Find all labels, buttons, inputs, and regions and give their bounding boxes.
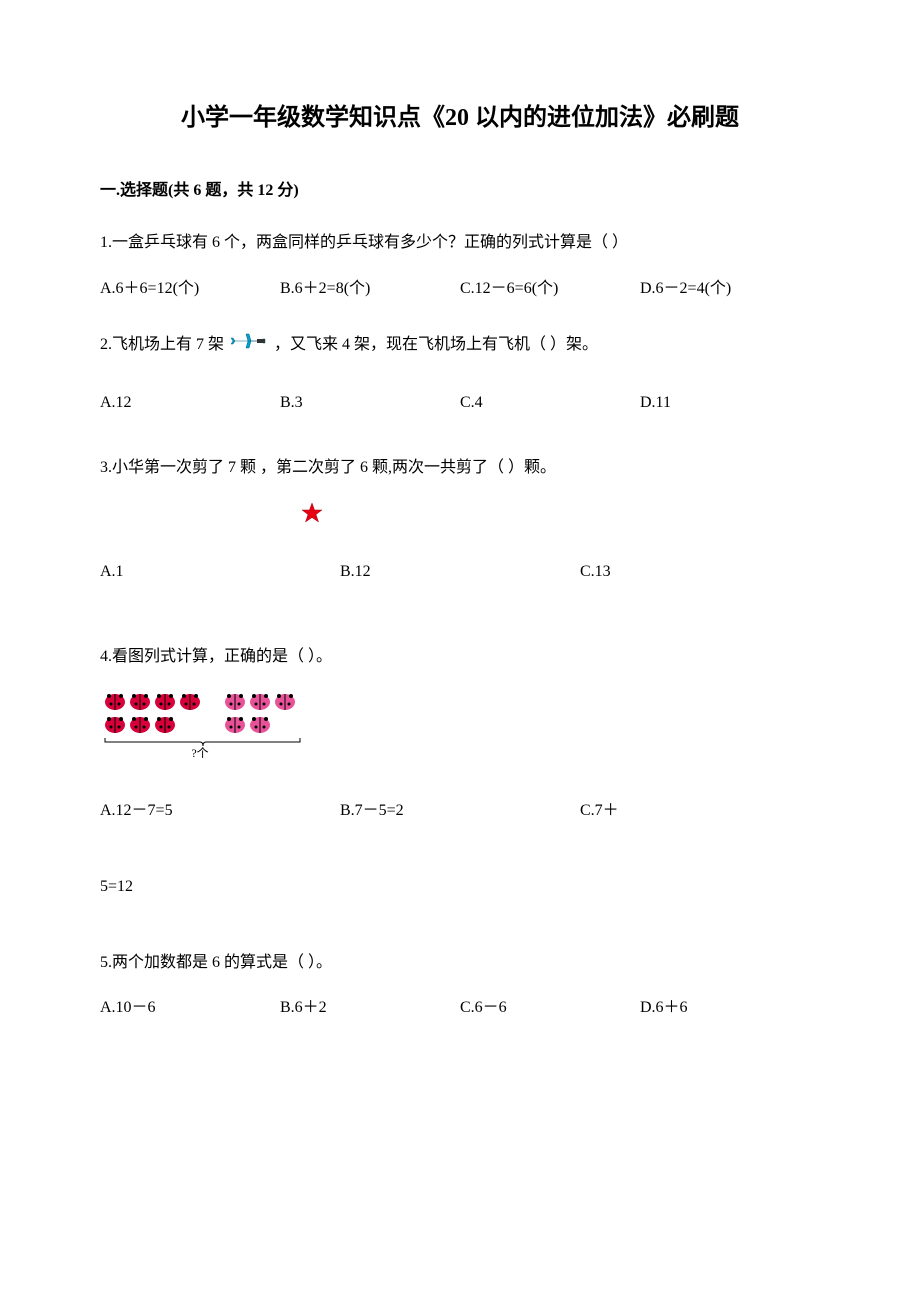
question-4: 4.看图列式计算，正确的是（ ）。 xyxy=(100,644,820,899)
q2-opt-b: B.3 xyxy=(280,390,460,416)
q3-text: 3.小华第一次剪了 7 颗 ，第二次剪了 6 颗,两次一共剪了（ ）颗。 xyxy=(100,455,820,481)
q3-opt-b: B.12 xyxy=(340,559,580,585)
q2-opt-d: D.11 xyxy=(640,390,820,416)
q1-text: 1.一盒乒乓球有 6 个，两盒同样的乒乓球有多少个？正确的列式计算是（ ） xyxy=(100,230,820,256)
q4-opt-a: A.12－7=5 xyxy=(100,798,340,824)
q4-options: A.12－7=5 B.7－5=2 C.7＋ 5=12 xyxy=(100,798,820,899)
q5-opt-c: C.6－6 xyxy=(460,995,640,1021)
q5-opt-a: A.10－6 xyxy=(100,995,280,1021)
q4-opt-b: B.7－5=2 xyxy=(340,798,580,824)
ladybug-diagram: ?个 xyxy=(100,690,820,769)
q1-opt-a: A.6＋6=12(个) xyxy=(100,276,280,302)
q5-text: 5.两个加数都是 6 的算式是（ ）。 xyxy=(100,950,820,976)
q4-opt-c: C.7＋ xyxy=(580,798,820,824)
star-icon xyxy=(300,501,820,534)
airplane-icon xyxy=(231,331,267,360)
q3-opt-a: A.1 xyxy=(100,559,340,585)
q3-opt-c: C.13 xyxy=(580,559,820,585)
q2-opt-c: C.4 xyxy=(460,390,640,416)
q1-opt-b: B.6＋2=8(个) xyxy=(280,276,460,302)
q1-options: A.6＋6=12(个) B.6＋2=8(个) C.12－6=6(个) D.6－2… xyxy=(100,276,820,302)
section-header: 一.选择题(共 6 题，共 12 分) xyxy=(100,176,820,200)
svg-text:?个: ?个 xyxy=(191,746,208,760)
q2-text: 2.飞机场上有 7 架 ，又飞来 4 架，现在飞机场上有飞机（ ）架。 xyxy=(100,331,820,360)
q5-options: A.10－6 B.6＋2 C.6－6 D.6＋6 xyxy=(100,995,820,1021)
page-title: 小学一年级数学知识点《20 以内的进位加法》必刷题 xyxy=(100,100,820,136)
q1-opt-c: C.12－6=6(个) xyxy=(460,276,640,302)
q3-text-content: 3.小华第一次剪了 7 颗 ，第二次剪了 6 颗,两次一共剪了（ ）颗。 xyxy=(100,459,556,476)
question-3: 3.小华第一次剪了 7 颗 ，第二次剪了 6 颗,两次一共剪了（ ）颗。 A.1… xyxy=(100,455,820,584)
q2-opt-a: A.12 xyxy=(100,390,280,416)
question-1: 1.一盒乒乓球有 6 个，两盒同样的乒乓球有多少个？正确的列式计算是（ ） A.… xyxy=(100,230,820,301)
q3-options: A.1 B.12 C.13 xyxy=(100,559,820,585)
q4-text: 4.看图列式计算，正确的是（ ）。 xyxy=(100,644,820,670)
q4-opt-d: 5=12 xyxy=(100,874,820,900)
q2-text-pre: 2.飞机场上有 7 架 xyxy=(100,336,228,353)
q2-text-post: ，又飞来 4 架，现在飞机场上有飞机（ ）架。 xyxy=(274,336,598,353)
q5-opt-b: B.6＋2 xyxy=(280,995,460,1021)
q1-opt-d: D.6－2=4(个) xyxy=(640,276,820,302)
question-5: 5.两个加数都是 6 的算式是（ ）。 A.10－6 B.6＋2 C.6－6 D… xyxy=(100,950,820,1021)
q2-options: A.12 B.3 C.4 D.11 xyxy=(100,390,820,416)
question-2: 2.飞机场上有 7 架 ，又飞来 4 架，现在飞机场上有飞机（ ）架。 A.12… xyxy=(100,331,820,415)
q5-opt-d: D.6＋6 xyxy=(640,995,820,1021)
